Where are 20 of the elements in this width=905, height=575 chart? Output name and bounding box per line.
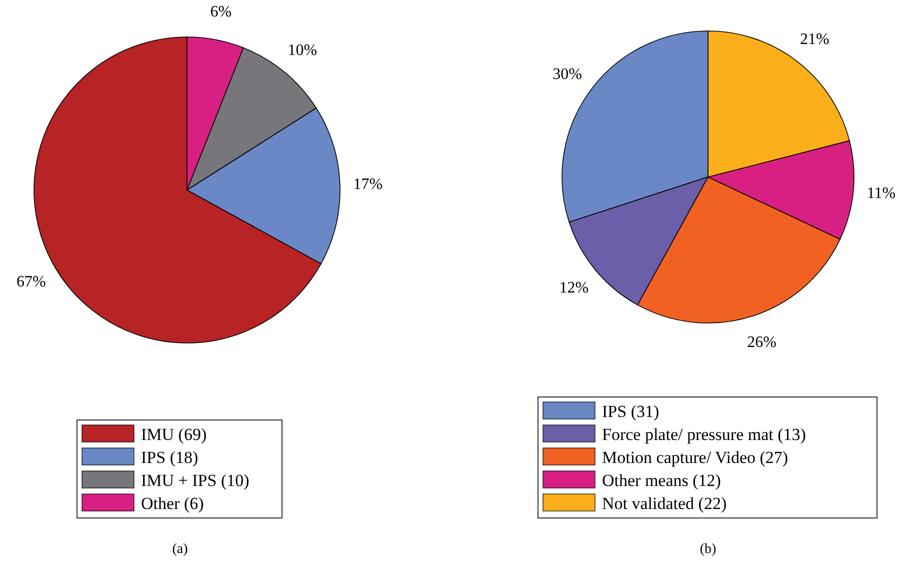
legend-label: IMU + IPS (10) [141,471,250,490]
text: (b) [700,542,716,557]
data-label: 10% [288,42,318,60]
data-label: 67% [16,274,46,291]
data-label: 11% [866,184,896,202]
data-label: 12% [559,279,589,296]
data-label: 26% [747,334,776,351]
legend-label: Force plate/ pressure mat (13) [602,425,806,444]
legend-label: IPS (31) [602,402,660,421]
data-label: 6% [210,4,232,21]
legend-label: IMU (69) [141,425,207,444]
data-label: 17% [353,176,383,193]
text: (a) [172,542,188,557]
legend-label: Other means (12) [602,471,721,490]
data-label: 21% [800,31,830,48]
legend-label: Motion capture/ Video (27) [602,448,788,467]
legend-label: Other (6) [141,494,204,513]
legend-label: Not validated (22) [602,494,727,513]
data-label: 30% [552,66,582,84]
legend-label: IPS (18) [141,448,198,467]
